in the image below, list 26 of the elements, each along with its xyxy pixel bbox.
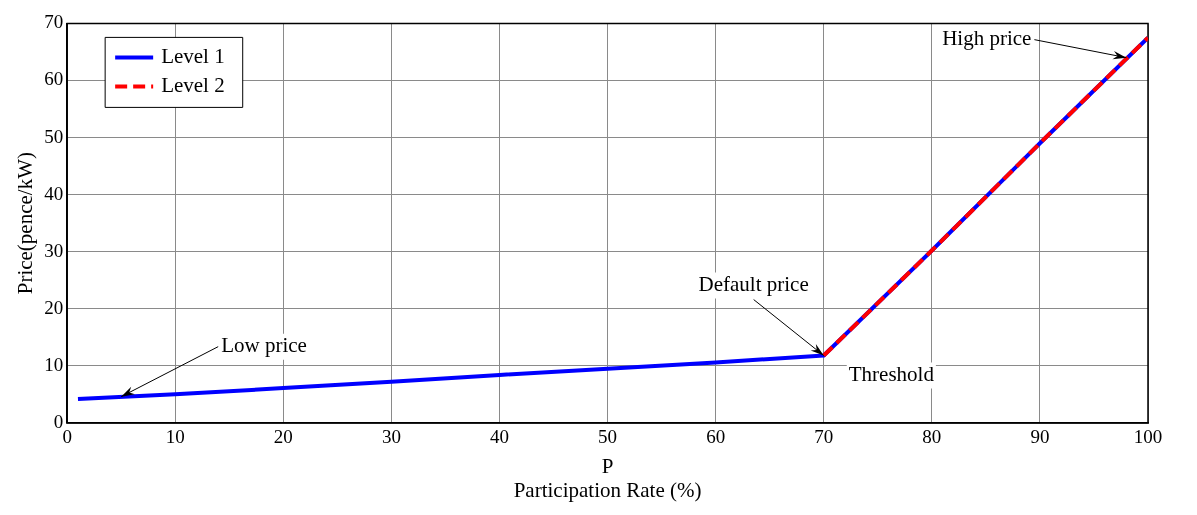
x-tick-label: 60 [706,426,726,448]
y-tick-label: 50 [44,125,64,147]
y-tick-label: 0 [53,410,64,432]
y-axis-title: Price(pence/kW) [12,152,37,295]
x-tick-label: 90 [1030,426,1050,448]
legend-label: Level 2 [161,72,225,97]
x-tick-label: 80 [922,426,942,448]
annotation: High price [942,26,1032,51]
y-tick-label: 70 [44,11,64,33]
x-axis-title: P Participation Rate (%) [513,454,702,503]
x-tick-label: 50 [598,426,618,448]
y-tick-label: 10 [44,353,64,375]
y-tick-label: 30 [44,239,64,261]
x-tick-label: 70 [814,426,834,448]
annotation: Low price [221,333,307,358]
x-tick-label: 30 [381,426,401,448]
annotation: Default price [698,272,809,297]
x-tick-label: 10 [165,426,185,448]
x-tick-label: 40 [489,426,509,448]
y-tick-label: 40 [44,182,64,204]
y-tick-label: 20 [44,296,64,318]
legend-label: Level 1 [161,43,225,68]
annotation: Threshold [848,362,935,387]
y-tick-label: 60 [44,68,64,90]
x-tick-label: 100 [1133,426,1163,448]
x-tick-label: 20 [273,426,293,448]
